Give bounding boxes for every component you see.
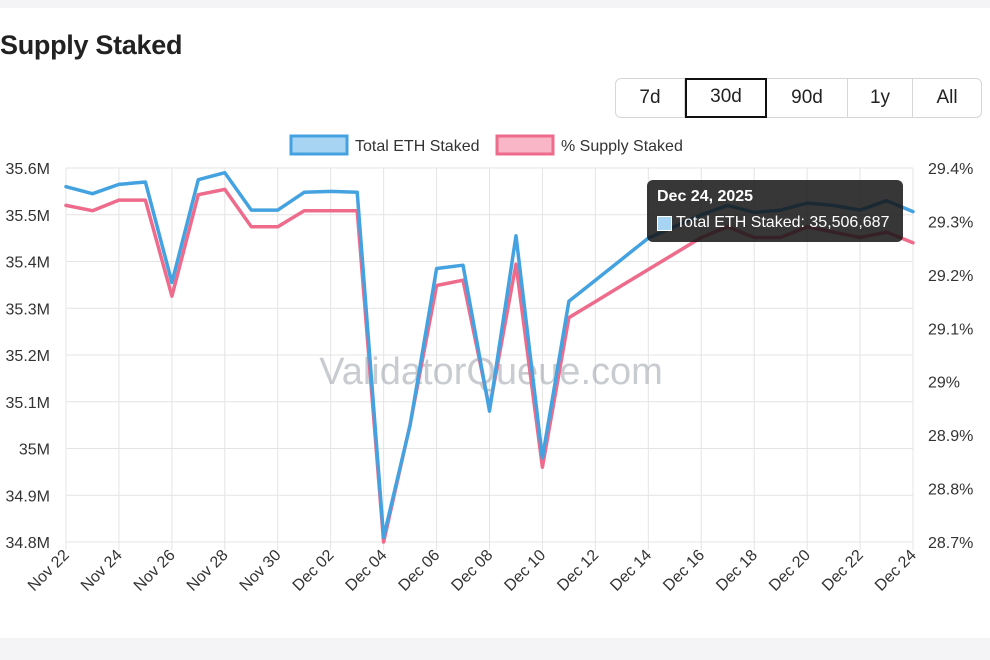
- legend-label[interactable]: Total ETH Staked: [355, 138, 480, 155]
- chart-legend: Total ETH Staked % Supply Staked: [289, 134, 683, 156]
- y-right-tick-label: 29.2%: [928, 268, 973, 285]
- range-button-30d[interactable]: 30d: [685, 78, 767, 118]
- x-tick-label: Dec 06: [396, 547, 444, 595]
- x-tick-label: Dec 08: [448, 547, 496, 595]
- y-left-tick-label: 35.2M: [6, 348, 50, 365]
- x-tick-label: Dec 20: [766, 547, 814, 595]
- y-right-tick-label: 29%: [928, 375, 960, 392]
- x-tick-label: Dec 22: [819, 547, 867, 595]
- y-left-tick-label: 34.9M: [6, 488, 50, 505]
- x-tick-label: Dec 04: [343, 547, 391, 595]
- y-left-tick-label: 35.3M: [6, 301, 50, 318]
- x-tick-label: Dec 16: [660, 547, 708, 595]
- x-tick-label: Dec 18: [713, 547, 761, 595]
- time-range-selector: 7d 30d 90d 1y All: [615, 78, 982, 118]
- x-tick-label: Dec 10: [501, 547, 549, 595]
- y-right-tick-label: 28.8%: [928, 482, 973, 499]
- y-right-tick-label: 28.7%: [928, 535, 973, 552]
- tooltip-swatch: [657, 215, 672, 231]
- tooltip-title: Dec 24, 2025: [657, 188, 754, 205]
- x-tick-label: Nov 28: [184, 547, 232, 595]
- x-tick-label: Dec 02: [290, 547, 338, 595]
- range-button-all[interactable]: All: [936, 87, 958, 108]
- y-left-tick-label: 35.6M: [6, 161, 50, 178]
- range-button-1y[interactable]: 1y: [848, 79, 913, 117]
- page-title: Supply Staked: [0, 30, 183, 60]
- legend-label[interactable]: % Supply Staked: [561, 138, 683, 155]
- y-right-tick-label: 29.4%: [928, 161, 973, 178]
- y-right-tick-label: 29.1%: [928, 321, 973, 338]
- legend-swatch: [495, 134, 555, 156]
- y-left-tick-label: 35.5M: [6, 208, 50, 225]
- y-right-tick-label: 28.9%: [928, 428, 973, 445]
- watermark-text: ValidatorQueue.com: [319, 351, 663, 393]
- x-axis-ticks: Nov 22 Nov 24 Nov 26 Nov 28 Nov 30 Dec 02 Dec …: [25, 547, 920, 595]
- y-right-tick-label: 29.3%: [928, 214, 973, 231]
- y-left-tick-label: 35.4M: [6, 255, 50, 272]
- x-tick-label: Nov 30: [237, 547, 285, 595]
- x-tick-label: Nov 22: [25, 547, 73, 595]
- range-button-7d[interactable]: 7d: [616, 79, 685, 117]
- x-tick-label: Nov 26: [131, 547, 179, 595]
- range-button-90d[interactable]: 90d: [767, 79, 848, 117]
- y-left-tick-label: 35.1M: [6, 395, 50, 412]
- x-tick-label: Dec 14: [607, 547, 655, 595]
- left-axis-ticks: 35.6M 35.5M 35.4M 35.3M 35.2M 35.1M 35M 34.9M 34…: [6, 161, 50, 552]
- y-left-tick-label: 34.8M: [6, 535, 50, 552]
- x-tick-label: Nov 24: [78, 547, 126, 595]
- legend-swatch: [289, 134, 349, 156]
- x-tick-label: Dec 24: [872, 547, 920, 595]
- y-left-tick-label: 35M: [19, 442, 50, 459]
- x-tick-label: Dec 12: [554, 547, 602, 595]
- tooltip-row: Total ETH Staked: 35,506,687: [657, 214, 893, 232]
- right-axis-ticks: 29.4% 29.3% 29.2% 29.1% 29% 28.9% 28.8% 28.7%: [928, 161, 973, 552]
- tooltip-value: Total ETH Staked: 35,506,687: [676, 214, 890, 231]
- chart-tooltip: Dec 24, 2025 Total ETH Staked: 35,506,68…: [647, 180, 903, 242]
